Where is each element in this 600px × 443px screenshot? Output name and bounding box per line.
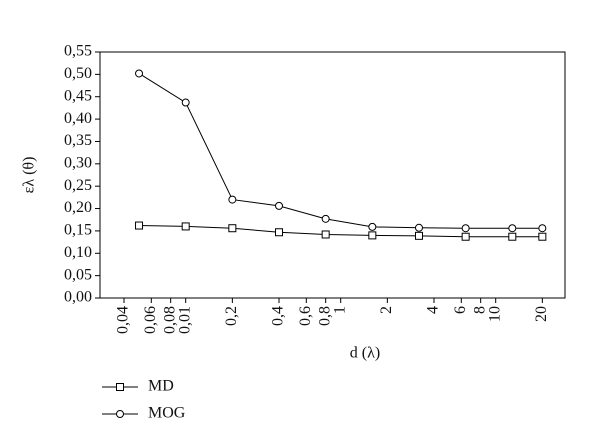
y-tick-label: 0,35: [64, 132, 92, 149]
y-tick-label: 0,10: [64, 244, 92, 261]
y-tick-label: 0,20: [64, 199, 92, 216]
x-tick-label: 8: [471, 306, 488, 314]
marker: [275, 201, 284, 210]
x-tick-label: 0,4: [270, 306, 287, 326]
marker: [414, 223, 423, 232]
marker: [508, 224, 517, 233]
x-tick-label: 0,08: [161, 306, 178, 334]
x-tick-label: 0,2: [223, 306, 240, 326]
x-tick-label: 1: [331, 306, 348, 314]
y-tick-label: 0,00: [64, 289, 92, 306]
legend-marker: [116, 383, 124, 391]
y-tick-label: 0,40: [64, 110, 92, 127]
x-tick-label: 0,04: [115, 306, 132, 334]
x-tick-label: 2: [378, 306, 395, 314]
x-tick-label: 6: [452, 306, 469, 314]
marker: [538, 232, 547, 241]
y-tick-label: 0,25: [64, 177, 92, 194]
x-axis-label: d (λ): [350, 345, 380, 362]
marker: [228, 195, 237, 204]
series-line: [138, 73, 543, 229]
marker: [181, 222, 190, 231]
series-line: [139, 225, 543, 238]
y-tick-label: 0,50: [64, 65, 92, 82]
marker: [461, 224, 470, 233]
y-tick-label: 0,30: [64, 154, 92, 171]
marker: [181, 98, 190, 107]
y-tick-label: 0,15: [64, 222, 92, 239]
x-tick-label: 0,01: [176, 306, 193, 334]
marker: [368, 222, 377, 231]
x-tick-label: 0,6: [297, 306, 314, 326]
y-tick-label: 0,45: [64, 87, 92, 104]
y-tick-label: 0,55: [64, 43, 92, 60]
marker: [461, 232, 470, 241]
marker: [414, 231, 423, 240]
x-tick-label: 10: [486, 306, 503, 322]
x-tick-label: 4: [425, 306, 442, 314]
marker: [321, 230, 330, 239]
marker: [228, 224, 237, 233]
x-tick-label: 20: [533, 306, 550, 322]
legend-marker: [116, 410, 124, 418]
marker: [135, 221, 144, 230]
marker: [135, 69, 144, 78]
y-axis-label: ελ (θ): [21, 157, 38, 194]
marker: [538, 224, 547, 233]
legend-label: MOG: [148, 405, 186, 422]
marker: [368, 231, 377, 240]
marker: [321, 214, 330, 223]
plot-frame: [99, 51, 566, 299]
marker: [508, 232, 517, 241]
marker: [275, 228, 284, 237]
x-tick-label: 0,06: [142, 306, 159, 334]
y-tick-label: 0,05: [64, 266, 92, 283]
x-tick-label: 0,8: [316, 306, 333, 326]
legend-label: MD: [148, 378, 174, 395]
